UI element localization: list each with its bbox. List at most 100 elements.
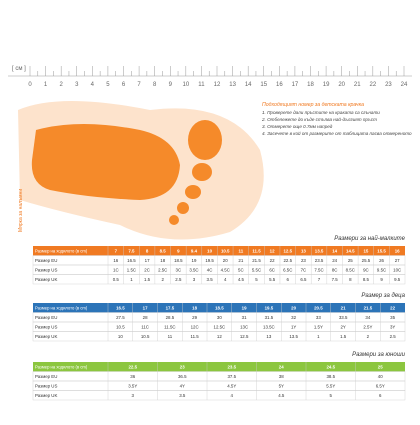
size-value: 1.5C [127,267,136,272]
instruction-step: 3. Отмерете още 0.7мм напред [262,124,333,129]
header-label: Размер на ходилото (в cm) [35,305,88,310]
size-value: 3 [132,393,135,398]
size-value: 27.5 [116,315,125,320]
size-value: 29 [192,315,197,320]
size-value: 36 [130,374,135,379]
ruler-label: 5 [106,82,110,88]
size-cm: 12.5 [283,248,292,253]
size-value: 38 [279,374,284,379]
size-value: 31 [242,315,247,320]
size-value: 34 [365,315,370,320]
ruler-label: 17 [292,82,299,88]
size-value: 12 [217,334,222,339]
size-cm: 19.5 [265,305,274,310]
size-value: 16.5 [127,258,136,263]
size-value: 33.5 [339,315,348,320]
table-title: Размери за най-малките [334,235,405,242]
size-value: 30 [217,315,222,320]
size-value: 6.5 [300,277,307,282]
size-value: 25 [348,258,353,263]
size-cm: 20.5 [314,305,323,310]
size-value: 5Y [279,383,284,388]
ruler-label: 20 [338,82,345,88]
table-header [33,303,405,313]
row-label: Размер UK [35,334,57,339]
size-cm: 9 [177,248,180,253]
table-header [33,246,405,256]
ruler-label: 4 [91,82,95,88]
ruler-label: 8 [153,82,157,88]
size-value: 35 [390,315,395,320]
table-row [32,274,406,285]
size-value: 13C [240,324,248,329]
size-cm: 23.5 [227,364,236,369]
size-cm: 12 [270,248,275,253]
size-value: 10.5 [141,334,150,339]
ruler-label: 24 [401,82,408,88]
ruler-label: 7 [137,82,141,88]
size-value: 12.5C [214,324,226,329]
size-value: 21 [238,258,243,263]
size-value: 6.5Y [376,383,385,388]
ruler-label: 22 [369,82,376,88]
size-value: 12.5 [240,334,249,339]
size-value: 11.5C [164,324,175,329]
size-value: 4.5 [238,277,245,282]
ruler-label: 11 [198,82,205,88]
size-value: 31.5 [265,315,274,320]
size-value: 2 [367,334,370,339]
size-value: 2C [144,267,150,272]
ruler-label: 1 [44,82,48,88]
size-value: 9C [363,267,369,272]
size-value: 25.5 [362,258,371,263]
size-cm: 14 [332,248,337,253]
ruler-unit: [ см ] [12,66,26,72]
size-value: 7.5C [314,267,323,272]
size-value: 23.5 [315,258,324,263]
side-label: Мярка за налъмни [18,189,24,232]
size-cm: 22.5 [128,364,137,369]
size-value: 2Y [340,324,345,329]
size-value: 24 [332,258,337,263]
size-value: 40 [378,374,383,379]
size-value: 5.5C [252,267,261,272]
size-value: 2 [161,277,164,282]
size-value: 4.5C [221,267,230,272]
size-cm: 13 [301,248,306,253]
size-value: 4C [207,267,213,272]
size-value: 18 [160,258,165,263]
ruler-label: 10 [182,82,189,88]
size-value: 38.5 [326,374,335,379]
size-value: 10C [393,267,401,272]
instructions-title: Подходящият номер за детската крачка [262,102,364,108]
size-cm: 23 [180,364,185,369]
size-value: 33 [316,315,321,320]
size-value: 7 [318,277,321,282]
size-value: 13.5 [289,334,298,339]
size-cm: 15 [363,248,368,253]
size-value: 9 [380,277,383,282]
size-value: 19 [192,258,197,263]
size-value: 7C [301,267,307,272]
instruction-step: 1. Проверете дали пръстите на краката са… [262,110,380,115]
size-value: 1C [113,267,119,272]
size-value: 1Y [291,324,296,329]
row-label: Размер US [35,324,57,329]
size-value: 37.5 [227,374,236,379]
ruler-label: 23 [385,82,392,88]
size-value: 8C [332,267,338,272]
size-value: 4 [224,277,227,282]
size-value: 10 [118,334,123,339]
size-cm: 18.5 [215,305,224,310]
size-value: 5.5 [269,277,276,282]
size-value: 2.5 [390,334,397,339]
size-value: 1 [317,334,320,339]
size-value: 22 [270,258,275,263]
ruler-label: 15 [260,82,267,88]
size-value: 6.5C [283,267,292,272]
size-value: 11 [168,334,173,339]
size-cm: 9.4 [191,248,198,253]
size-value: 6 [379,393,382,398]
